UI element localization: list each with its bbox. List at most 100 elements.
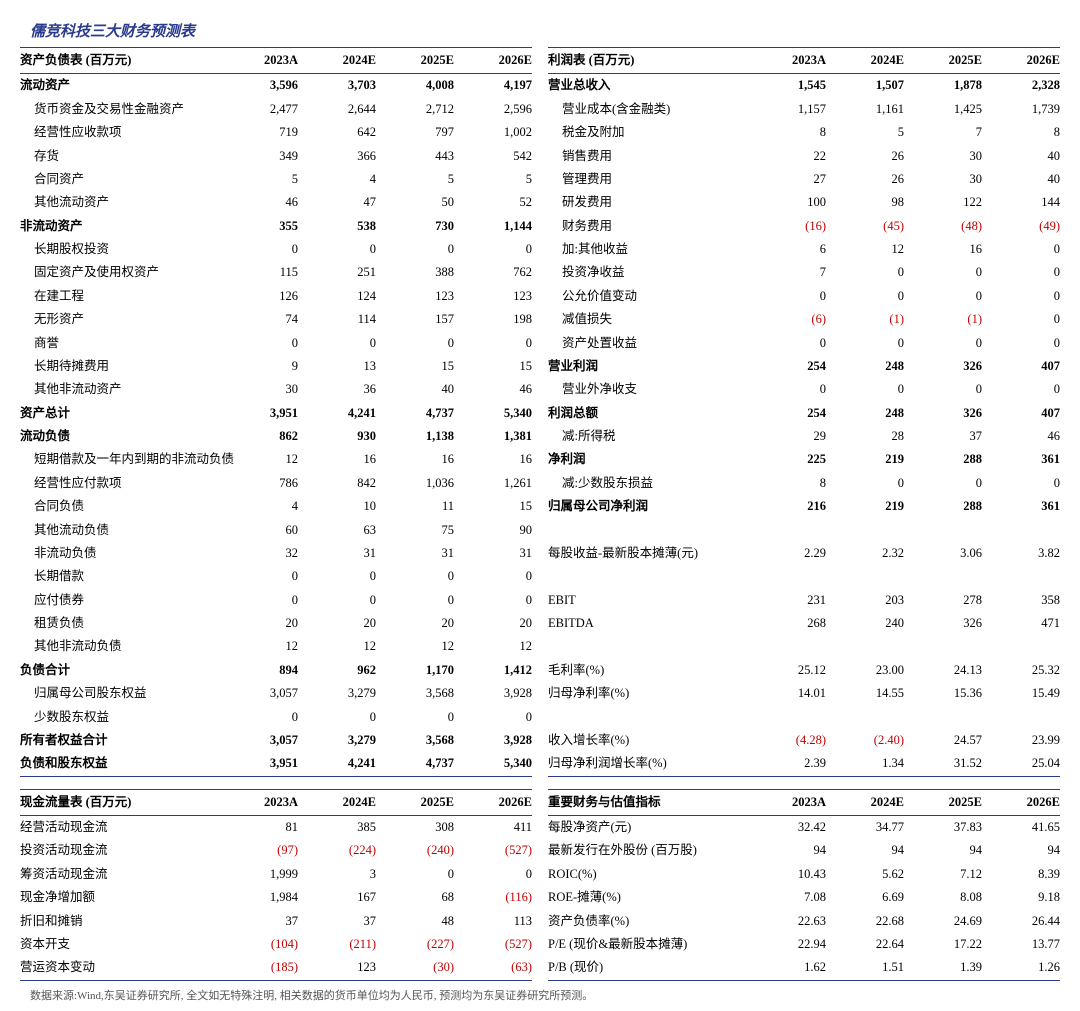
row-value: 3,928 bbox=[454, 729, 532, 752]
table-row: 少数股东权益0000 bbox=[20, 706, 532, 729]
row-value: (240) bbox=[376, 839, 454, 862]
row-value: 47 bbox=[298, 191, 376, 214]
row-value: 10 bbox=[298, 495, 376, 518]
row-value: 48 bbox=[376, 910, 454, 933]
table-row: 加:其他收益612160 bbox=[548, 238, 1060, 261]
row-label: 无形资产 bbox=[20, 308, 220, 331]
table-header-label: 利润表 (百万元) bbox=[548, 48, 748, 74]
row-value: 30 bbox=[904, 168, 982, 191]
row-value: 8 bbox=[982, 121, 1060, 144]
table-header-label: 资产负债表 (百万元) bbox=[20, 48, 220, 74]
table-row: 长期股权投资0000 bbox=[20, 238, 532, 261]
row-value: 762 bbox=[454, 261, 532, 284]
row-value: 40 bbox=[982, 145, 1060, 168]
row-value: 231 bbox=[748, 589, 826, 612]
row-value: (527) bbox=[454, 933, 532, 956]
row-value: 251 bbox=[298, 261, 376, 284]
row-label: 资本开支 bbox=[20, 933, 220, 956]
row-label: 归属母公司净利润 bbox=[548, 495, 748, 518]
metrics-table: 重要财务与估值指标2023A2024E2025E2026E每股净资产(元)32.… bbox=[548, 789, 1060, 981]
table-row: 每股净资产(元)32.4234.7737.8341.65 bbox=[548, 816, 1060, 840]
row-value: 37.83 bbox=[904, 816, 982, 840]
row-value: 0 bbox=[454, 863, 532, 886]
row-value: 50 bbox=[376, 191, 454, 214]
row-value: 16 bbox=[454, 448, 532, 471]
row-value: 0 bbox=[748, 378, 826, 401]
row-value: 16 bbox=[298, 448, 376, 471]
table-row: 营运资本变动(185)123(30)(63) bbox=[20, 956, 532, 980]
row-value: 326 bbox=[904, 355, 982, 378]
row-label: 商誉 bbox=[20, 332, 220, 355]
table-row: 资本开支(104)(211)(227)(527) bbox=[20, 933, 532, 956]
table-header-year: 2025E bbox=[904, 789, 982, 815]
row-value: 46 bbox=[454, 378, 532, 401]
row-value: 0 bbox=[826, 261, 904, 284]
row-label: 应付债券 bbox=[20, 589, 220, 612]
row-value: 366 bbox=[298, 145, 376, 168]
row-value: 254 bbox=[748, 402, 826, 425]
row-value: (116) bbox=[454, 886, 532, 909]
row-value: 0 bbox=[826, 332, 904, 355]
row-value: 0 bbox=[904, 285, 982, 308]
table-row: 现金净增加额1,98416768(116) bbox=[20, 886, 532, 909]
row-value: 730 bbox=[376, 215, 454, 238]
table-row: 归母净利率(%)14.0114.5515.3615.49 bbox=[548, 682, 1060, 705]
row-label: 合同资产 bbox=[20, 168, 220, 191]
row-value: 15.49 bbox=[982, 682, 1060, 705]
row-label: 租赁负债 bbox=[20, 612, 220, 635]
table-row: 货币资金及交易性金融资产2,4772,6442,7122,596 bbox=[20, 98, 532, 121]
row-value: 411 bbox=[454, 816, 532, 840]
row-label: 现金净增加额 bbox=[20, 886, 220, 909]
row-value: 8.08 bbox=[904, 886, 982, 909]
row-value: 122 bbox=[904, 191, 982, 214]
row-value: 0 bbox=[904, 261, 982, 284]
row-value: 5 bbox=[454, 168, 532, 191]
table-header-year: 2024E bbox=[826, 48, 904, 74]
row-label: 所有者权益合计 bbox=[20, 729, 220, 752]
page-title: 儒竞科技三大财务预测表 bbox=[30, 20, 1060, 41]
row-value: 0 bbox=[220, 589, 298, 612]
row-value: 2,328 bbox=[982, 74, 1060, 98]
row-value: 3,596 bbox=[220, 74, 298, 98]
table-row: 流动负债8629301,1381,381 bbox=[20, 425, 532, 448]
row-value: 2.39 bbox=[748, 752, 826, 776]
row-value: 13.77 bbox=[982, 933, 1060, 956]
row-value: 355 bbox=[220, 215, 298, 238]
row-value: 2.32 bbox=[826, 542, 904, 565]
row-value: 46 bbox=[220, 191, 298, 214]
table-row: 非流动负债32313131 bbox=[20, 542, 532, 565]
row-value: 15.36 bbox=[904, 682, 982, 705]
row-value: 20 bbox=[298, 612, 376, 635]
row-value: 3 bbox=[298, 863, 376, 886]
row-value: 123 bbox=[298, 956, 376, 980]
row-value: 3,951 bbox=[220, 402, 298, 425]
row-value: 542 bbox=[454, 145, 532, 168]
row-value: 32 bbox=[220, 542, 298, 565]
row-value: 407 bbox=[982, 402, 1060, 425]
table-row: 归属母公司净利润216219288361 bbox=[548, 495, 1060, 518]
row-value: (45) bbox=[826, 215, 904, 238]
row-label: 营业总收入 bbox=[548, 74, 748, 98]
row-value: 4,241 bbox=[298, 752, 376, 776]
table-header-year: 2023A bbox=[220, 48, 298, 74]
row-value: 14.55 bbox=[826, 682, 904, 705]
row-value: (1) bbox=[826, 308, 904, 331]
row-value: 5 bbox=[376, 168, 454, 191]
table-row: 销售费用22263040 bbox=[548, 145, 1060, 168]
row-label: 利润总额 bbox=[548, 402, 748, 425]
row-value: 37 bbox=[298, 910, 376, 933]
row-value: 1.26 bbox=[982, 956, 1060, 980]
row-value: (211) bbox=[298, 933, 376, 956]
row-value: 471 bbox=[982, 612, 1060, 635]
row-value: 23.99 bbox=[982, 729, 1060, 752]
row-value: 0 bbox=[376, 565, 454, 588]
row-value: 28 bbox=[826, 425, 904, 448]
row-value: 1,507 bbox=[826, 74, 904, 98]
row-value: 288 bbox=[904, 495, 982, 518]
row-value: 167 bbox=[298, 886, 376, 909]
table-header-year: 2024E bbox=[826, 789, 904, 815]
row-label: 其他非流动资产 bbox=[20, 378, 220, 401]
row-value: 31 bbox=[298, 542, 376, 565]
table-header-year: 2026E bbox=[454, 789, 532, 815]
row-label: 销售费用 bbox=[548, 145, 748, 168]
